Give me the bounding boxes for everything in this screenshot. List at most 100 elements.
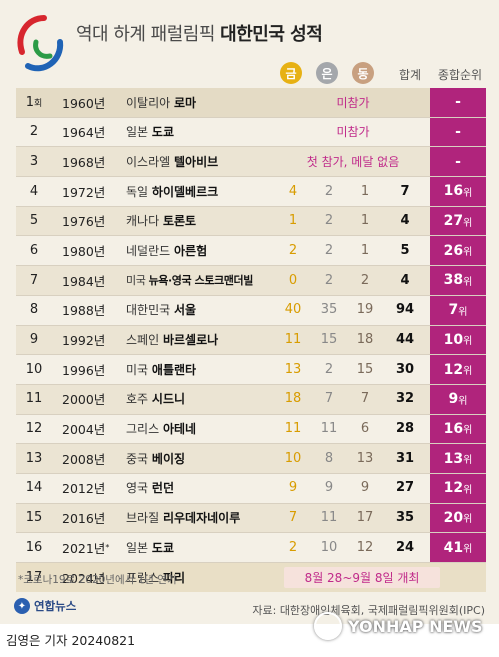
total-count: 5: [400, 242, 410, 258]
total-count: 24: [395, 539, 415, 555]
gold-count: 1: [288, 213, 298, 229]
year-cell: 2008년: [62, 451, 106, 467]
table-row: 13 2008년 중국 베이징 10 8 13 31 13 위: [16, 444, 486, 474]
edition-number: 13: [25, 450, 43, 466]
host-cell: 캐나다 토론토: [126, 214, 197, 229]
table-row: 3 1968년 이스라엘 텔아비브 첫 참가, 메달 없음 -: [16, 147, 486, 178]
page-title: 역대 하계 패럴림픽 대한민국 성적: [76, 20, 323, 46]
bronze-count: 1: [360, 213, 370, 229]
edition-number: 10: [25, 361, 43, 377]
gold-count: 40: [284, 302, 302, 318]
table-row: 9 1992년 스페인 바르셀로나 11 15 18 44 10 위: [16, 325, 486, 356]
bronze-label: 동: [357, 66, 369, 81]
rank-cell: -: [430, 88, 486, 117]
year-cell: 1996년: [62, 362, 106, 378]
total-count: 32: [395, 391, 415, 407]
bronze-medal-icon: 동: [352, 62, 374, 84]
brand-logo: ✦ 연합뉴스: [14, 598, 76, 614]
gold-count: 2: [288, 242, 298, 258]
total-count: 4: [400, 272, 410, 288]
total-count: 7: [400, 183, 410, 199]
table-row: 4 1972년 독일 하이델베르크 4 2 1 7 16 위: [16, 177, 486, 207]
bronze-count: 6: [360, 421, 370, 437]
bronze-count: 18: [356, 332, 374, 347]
edition-number: 9: [29, 332, 39, 347]
year-cell: 2021년 *: [62, 540, 110, 556]
title-normal: 역대 하계 패럴림픽: [76, 24, 215, 45]
gold-count: 11: [284, 421, 302, 437]
table-row: 12 2004년 그리스 아테네 11 11 6 28 16 위: [16, 414, 486, 445]
silver-count: 2: [324, 242, 334, 258]
total-count: 94: [395, 302, 415, 318]
year-cell: 2004년: [62, 422, 106, 438]
upcoming-dates-badge: 8월 28~9월 8일 개최: [284, 567, 440, 588]
silver-count: 8: [324, 450, 334, 466]
table-row: 15 2016년 브라질 리우데자네이루 7 11 17 35 20 위: [16, 503, 486, 534]
rank-cell: 12 위: [430, 355, 486, 384]
silver-count: 2: [324, 213, 334, 229]
bronze-count: 17: [356, 510, 374, 526]
silver-medal-icon: 은: [316, 62, 338, 84]
table-row: 5 1976년 캐나다 토론토 1 2 1 4 27 위: [16, 206, 486, 237]
gold-count: 9: [288, 480, 298, 496]
bronze-count: 13: [356, 450, 374, 466]
rank-cell: 41 위: [430, 533, 486, 562]
year-cell: 1960년: [62, 95, 106, 111]
year-cell: 1984년: [62, 273, 106, 289]
edition-number: 7: [29, 272, 39, 288]
year-cell: 1988년: [62, 303, 106, 319]
edition-number: 11: [25, 391, 43, 407]
year-cell: 1972년: [62, 184, 106, 200]
table-row: 14 2012년 영국 런던 9 9 9 27 12 위: [16, 473, 486, 504]
year-cell: 2000년: [62, 392, 106, 408]
edition-number: 6: [29, 242, 39, 258]
host-cell: 브라질 리우데자네이루: [126, 511, 241, 526]
bronze-count: 12: [356, 539, 374, 555]
rank-cell: 27 위: [430, 206, 486, 236]
edition-number: 17: [25, 569, 43, 585]
total-count: 4: [400, 213, 410, 229]
gold-label: 금: [285, 66, 297, 81]
gold-count: 4: [288, 183, 298, 199]
table-row: 10 1996년 미국 애틀랜타 13 2 15 30 12 위: [16, 355, 486, 385]
year-cell: 1964년: [62, 125, 106, 141]
gold-medal-icon: 금: [280, 62, 302, 84]
note-cell: 미참가: [336, 125, 370, 140]
silver-label: 은: [321, 66, 333, 81]
note-cell: 미참가: [336, 95, 370, 110]
total-count: 44: [395, 332, 415, 347]
bronze-count: 1: [360, 183, 370, 199]
table-row: 16 2021년 * 일본 도쿄 2 10 12 24 41 위: [16, 533, 486, 563]
yonhap-icon: ✦: [14, 598, 30, 614]
year-cell: 2016년: [62, 511, 106, 527]
silver-count: 35: [320, 302, 338, 318]
edition-number: 12: [25, 421, 43, 437]
year-cell: 1992년: [62, 333, 106, 348]
silver-count: 2: [324, 183, 334, 199]
host-cell: 미국 뉴욕·영국 스토크맨더빌: [126, 274, 253, 288]
host-cell: 이스라엘 텔아비브: [126, 154, 219, 169]
host-cell: 스페인 바르셀로나: [126, 333, 219, 347]
host-cell: 미국 애틀랜타: [126, 362, 197, 377]
year-cell: 1968년: [62, 154, 106, 170]
edition-number: 3: [29, 153, 39, 169]
silver-count: 9: [324, 480, 334, 496]
year-cell: 1976년: [62, 214, 106, 230]
rank-cell: 38 위: [430, 266, 486, 295]
silver-count: 11: [320, 510, 338, 526]
note-cell: 첫 참가, 메달 없음: [306, 154, 400, 169]
title-bold: 대한민국 성적: [220, 24, 323, 45]
silver-count: 11: [320, 421, 338, 437]
bronze-count: 7: [360, 391, 370, 407]
host-cell: 그리스 아테네: [126, 422, 197, 437]
host-cell: 대한민국 서울: [126, 303, 197, 318]
rank-cell: 20 위: [430, 503, 486, 533]
watermark: YONHAP NEWS: [314, 612, 483, 640]
gold-count: 0: [288, 272, 298, 288]
source-note: 자료: 대한장애인체육회, 국제패럴림픽위원회(IPC): [252, 604, 485, 617]
rank-header: 종합순위: [437, 67, 483, 82]
gold-count: 11: [284, 332, 302, 347]
edition-number: 4: [29, 183, 39, 199]
